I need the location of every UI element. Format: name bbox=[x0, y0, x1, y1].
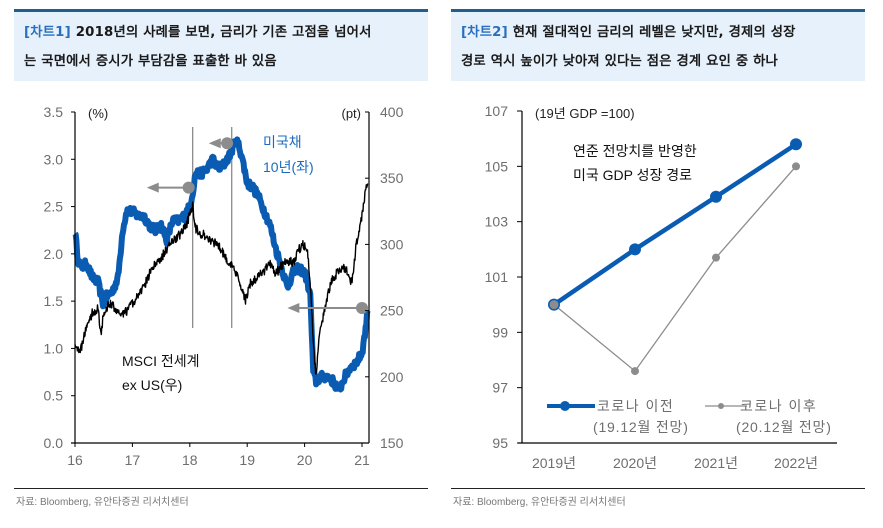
chart2-y-tick-label: 101 bbox=[485, 269, 509, 285]
chart2-source: 자료: Bloomberg, 유안타증권 리서치센터 bbox=[453, 497, 626, 508]
chart2-post-covid-line bbox=[553, 165, 797, 373]
chart1-y-right-tick-label: 250 bbox=[380, 303, 404, 319]
chart1-x-tick-label: 16 bbox=[67, 452, 83, 468]
chart2-title-line1: 현재 절대적인 금리의 레벨은 낮지만, 경제의 성장 bbox=[507, 25, 796, 40]
chart1-msci-label-line2: ex US(우) bbox=[122, 377, 182, 393]
chart2-annotation-line2: 미국 GDP 성장 경로 bbox=[573, 167, 692, 183]
chart1-title-box: [차트1] 2018년의 사례를 보면, 금리가 기존 고점을 넘어서 는 국면… bbox=[14, 9, 428, 81]
chart2-post-covid-point bbox=[549, 300, 559, 310]
chart1-y-right-unit: (pt) bbox=[342, 106, 362, 121]
arrow-origin-dot bbox=[221, 137, 234, 150]
chart1-tag: [차트1] bbox=[24, 25, 71, 40]
chart2-title-line2: 경로 역시 높이가 낮아져 있다는 점은 경계 요인 중 하나 bbox=[461, 54, 778, 69]
chart2-x-tick-label: 2020년 bbox=[613, 455, 657, 471]
chart2-pre-covid-point bbox=[790, 138, 802, 151]
chart1-title-line2: 는 국면에서 증시가 부담감을 표출한 바 있음 bbox=[24, 54, 277, 69]
chart2-y-tick-label: 107 bbox=[485, 103, 509, 119]
chart1-arrow bbox=[287, 301, 368, 314]
chart2-pre-covid-point bbox=[710, 190, 722, 203]
chart2-x-tick-label: 2022년 bbox=[774, 455, 818, 471]
chart2-annotation-line1: 연준 전망치를 반영한 bbox=[573, 143, 697, 159]
chart1-msci-line bbox=[74, 183, 369, 375]
chart2-post-covid-point bbox=[712, 253, 720, 262]
chart1-panel: [차트1] 2018년의 사례를 보면, 금리가 기존 고점을 넘어서 는 국면… bbox=[12, 0, 440, 528]
legend-pre-covid-marker bbox=[560, 401, 570, 411]
chart1-y-right-tick-label: 300 bbox=[380, 236, 404, 252]
chart2-pre-covid-point bbox=[629, 243, 641, 256]
chart1-y-left-tick-label: 2.0 bbox=[44, 246, 64, 262]
chart1-arrow bbox=[146, 181, 195, 194]
chart1-y-right-tick-label: 350 bbox=[380, 170, 404, 186]
chart1-x-tick-label: 17 bbox=[125, 452, 141, 468]
chart1-y-left-tick-label: 3.5 bbox=[44, 104, 64, 120]
chart1-bond-label-line2: 10년(좌) bbox=[263, 159, 314, 175]
chart1-x-tick-label: 20 bbox=[297, 452, 313, 468]
chart1-x-tick-label: 21 bbox=[354, 452, 370, 468]
chart2-source-divider bbox=[451, 488, 865, 489]
arrow-head-icon bbox=[208, 138, 221, 149]
chart2-panel: [차트2] 현재 절대적인 금리의 레벨은 낮지만, 경제의 성장 경로 역시 … bbox=[449, 0, 877, 528]
chart2-y-tick-label: 105 bbox=[485, 158, 509, 174]
chart2-subtitle: (19년 GDP =100) bbox=[535, 106, 635, 121]
chart1-y-left-unit: (%) bbox=[88, 106, 108, 121]
chart2-x-tick-label: 2019년 bbox=[532, 455, 576, 471]
chart1-y-left-tick-label: 0.0 bbox=[44, 435, 64, 451]
chart1-y-right-tick-label: 200 bbox=[380, 369, 404, 385]
chart2-pre-covid-line bbox=[552, 142, 798, 307]
chart1-x-tick-label: 19 bbox=[239, 452, 255, 468]
chart1-svg: 0.0 0.5 1.0 1.5 2.0 2.5 3.0 3.5 150 200 250 300 350… bbox=[44, 104, 404, 468]
chart2-post-covid-point bbox=[631, 367, 639, 376]
chart2-x-tick-label: 2021년 bbox=[694, 455, 738, 471]
chart1-y-left-tick-label: 0.5 bbox=[44, 388, 64, 404]
chart1-source-divider bbox=[14, 488, 428, 489]
chart1-us10y-line bbox=[72, 136, 371, 393]
legend-pre-covid-label1: 코로나 이전 bbox=[597, 398, 674, 414]
chart2-y-tick-label: 95 bbox=[492, 435, 508, 451]
legend-post-covid-label2: (20.12월 전망) bbox=[736, 419, 832, 435]
arrow-head-icon bbox=[287, 302, 300, 313]
chart1-y-left-tick-label: 1.5 bbox=[44, 293, 64, 309]
chart1-msci-label-line1: MSCI 전세계 bbox=[122, 353, 200, 369]
legend-post-covid-label1: 코로나 이후 bbox=[740, 398, 817, 414]
chart1-y-left-tick-label: 2.5 bbox=[44, 199, 64, 215]
legend-post-covid-marker bbox=[718, 403, 724, 409]
chart2-post-covid-point bbox=[792, 162, 800, 171]
arrow-head-icon bbox=[146, 182, 159, 193]
legend-pre-covid-label2: (19.12월 전망) bbox=[593, 419, 689, 435]
chart1-source: 자료: Bloomberg, 유안타증권 리서치센터 bbox=[16, 497, 189, 508]
arrow-origin-dot bbox=[182, 181, 195, 194]
chart1-y-right-tick-label: 400 bbox=[380, 104, 404, 120]
chart1-x-tick-label: 18 bbox=[182, 452, 198, 468]
chart1-arrow bbox=[208, 137, 234, 150]
chart2-y-tick-label: 97 bbox=[492, 380, 508, 396]
chart2-y-tick-label: 103 bbox=[485, 214, 509, 230]
chart2-tag: [차트2] bbox=[461, 25, 508, 40]
arrow-origin-dot bbox=[356, 301, 368, 314]
chart1-y-right-tick-label: 150 bbox=[380, 435, 404, 451]
chart2-title-box: [차트2] 현재 절대적인 금리의 레벨은 낮지만, 경제의 성장 경로 역시 … bbox=[451, 9, 865, 81]
chart1-bond-label-line1: 미국채 bbox=[263, 134, 302, 150]
chart1-y-left-tick-label: 3.0 bbox=[44, 151, 64, 167]
chart1-title-line1: 2018년의 사례를 보면, 금리가 기존 고점을 넘어서 bbox=[70, 25, 372, 40]
chart1-y-left-tick-label: 1.0 bbox=[44, 340, 64, 356]
chart2-y-tick-label: 99 bbox=[492, 324, 508, 340]
